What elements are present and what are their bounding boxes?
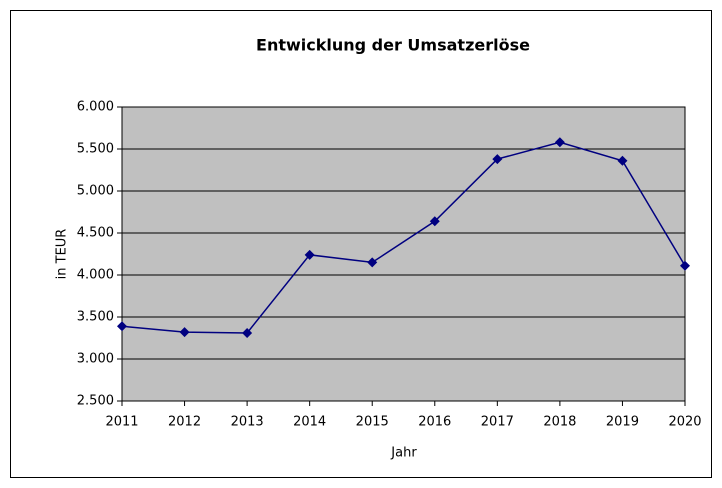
x-tick-label: 2019 [606, 415, 639, 430]
y-tick-label: 3.500 [77, 310, 114, 325]
y-tick-label: 3.000 [77, 352, 114, 367]
data-point [492, 154, 503, 165]
y-tick-label: 5.500 [77, 142, 114, 157]
y-tick-label: 2.500 [77, 394, 114, 409]
y-axis-label: in TEUR [55, 229, 70, 280]
y-tick-label: 5.000 [77, 184, 114, 199]
y-tick-label: 4.500 [77, 226, 114, 241]
data-point [367, 257, 378, 268]
x-tick-label: 2014 [293, 415, 326, 430]
x-tick-label: 2018 [543, 415, 576, 430]
x-tick-label: 2016 [418, 415, 451, 430]
data-point [429, 216, 440, 227]
y-tick-label: 4.000 [77, 268, 114, 283]
data-point [117, 321, 127, 332]
chart-title: Entwicklung der Umsatzerlöse [256, 36, 530, 55]
x-axis-label: Jahr [390, 446, 417, 461]
data-line [121, 141, 686, 334]
data-point [680, 260, 690, 271]
x-tick-label: 2017 [481, 415, 514, 430]
data-point [554, 137, 565, 148]
data-point [304, 249, 315, 260]
x-tick-label: 2012 [168, 415, 201, 430]
x-tick-label: 2020 [668, 415, 701, 430]
data-point [179, 327, 190, 338]
plot-area [121, 106, 686, 402]
data-point [242, 327, 253, 338]
data-point [617, 155, 628, 166]
x-tick-label: 2013 [231, 415, 264, 430]
x-tick-label: 2015 [356, 415, 389, 430]
y-tick-label: 6.000 [77, 100, 114, 115]
x-tick-label: 2011 [105, 415, 138, 430]
